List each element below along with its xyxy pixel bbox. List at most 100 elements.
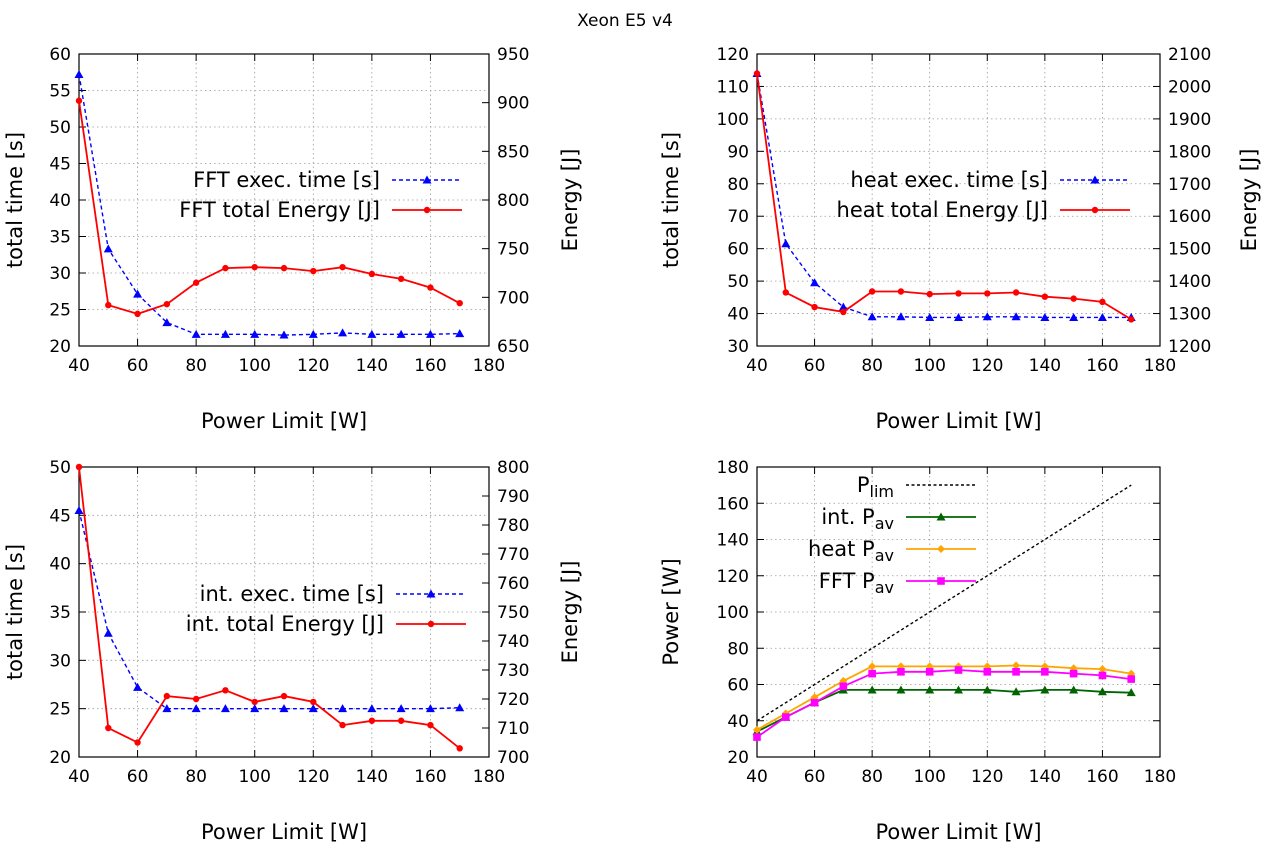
data-point: [838, 302, 848, 311]
series-line: [756, 73, 1132, 321]
data-point: [983, 668, 992, 676]
data-point: [925, 668, 934, 676]
data-point: [310, 698, 317, 706]
data-point: [867, 312, 877, 321]
data-point: [251, 698, 258, 706]
data-point: [367, 329, 377, 338]
series-4: [753, 666, 1136, 741]
data-point: [1097, 312, 1107, 321]
y-tick-label: 90: [727, 142, 749, 162]
legend-label: heat total Energy [J]: [837, 198, 1048, 222]
x-tick-label: 80: [861, 356, 883, 376]
data-point: [191, 329, 201, 338]
data-point: [396, 329, 406, 338]
x-tick-label: 60: [804, 767, 826, 787]
data-point: [955, 290, 962, 297]
data-point: [982, 312, 992, 321]
y2-tick-label: 1600: [1168, 207, 1211, 227]
y-tick-label: 25: [49, 301, 71, 321]
y-tick-label: 110: [717, 77, 749, 97]
x-tick-label: 40: [68, 356, 90, 376]
series-1: [756, 484, 1132, 722]
y2-axis-label: Energy [J]: [558, 561, 582, 664]
series-2: [753, 70, 1135, 323]
y2-axis-label: Energy [J]: [558, 149, 582, 252]
data-point: [925, 312, 935, 321]
x-tick-label: 60: [127, 767, 149, 787]
data-point: [338, 328, 348, 337]
data-point: [192, 695, 200, 703]
legend-label: FFT total Energy [J]: [179, 198, 380, 222]
x-tick-label: 40: [68, 767, 90, 787]
y-tick-label: 80: [727, 175, 749, 195]
x-tick-label: 140: [1029, 767, 1061, 787]
data-point: [1098, 671, 1107, 680]
y-tick-label: 140: [717, 531, 749, 551]
x-tick-label: 160: [414, 356, 446, 376]
series-line: [78, 100, 461, 315]
x-tick-label: 40: [746, 356, 768, 376]
x-tick-label: 180: [1144, 767, 1176, 787]
y2-tick-label: 770: [497, 545, 529, 565]
data-point: [192, 279, 200, 286]
series-line: [756, 484, 1132, 722]
y2-tick-label: 720: [497, 690, 529, 710]
series-1: [74, 506, 465, 713]
data-point: [954, 666, 963, 674]
y-tick-label: 80: [727, 639, 749, 659]
series-1: [74, 69, 465, 339]
y-tick-label: 40: [727, 712, 749, 732]
data-point: [103, 244, 113, 253]
x-tick-label: 80: [185, 767, 207, 787]
data-point: [397, 275, 405, 283]
x-tick-label: 180: [473, 767, 505, 787]
data-point: [1041, 293, 1049, 300]
data-point: [925, 685, 935, 694]
legend-label: Plim: [857, 473, 894, 501]
x-tick-label: 100: [913, 767, 945, 787]
y2-tick-label: 800: [497, 191, 529, 211]
data-point: [781, 239, 791, 248]
x-tick-label: 120: [297, 767, 329, 787]
data-point: [782, 289, 789, 296]
x-tick-label: 120: [971, 356, 1003, 376]
legend-marker: [936, 512, 946, 521]
x-tick-label: 180: [1144, 356, 1176, 376]
x-tick-label: 160: [414, 767, 446, 787]
data-point: [220, 704, 230, 713]
y-tick-label: 120: [717, 567, 749, 587]
y-tick-label: 20: [49, 337, 71, 357]
data-point: [368, 270, 376, 278]
y-tick-label: 40: [727, 305, 749, 325]
y-tick-label: 60: [727, 676, 749, 696]
data-point: [926, 290, 933, 298]
data-point: [753, 70, 761, 77]
y-tick-label: 30: [49, 264, 71, 284]
data-point: [1011, 312, 1021, 321]
x-tick-label: 60: [127, 356, 149, 376]
data-point: [810, 278, 820, 287]
y2-tick-label: 950: [497, 45, 529, 65]
y2-tick-label: 1900: [1168, 110, 1211, 130]
x-tick-label: 80: [185, 356, 207, 376]
series-2: [752, 685, 1136, 736]
legend-label: heat Pav: [808, 537, 894, 565]
legend-marker: [423, 206, 431, 214]
y-tick-label: 20: [49, 748, 71, 768]
data-point: [162, 704, 172, 713]
data-point: [868, 669, 876, 678]
series-line: [756, 73, 1132, 319]
y-tick-label: 45: [49, 155, 71, 175]
data-point: [427, 284, 434, 291]
data-point: [134, 310, 141, 318]
data-point: [897, 668, 905, 676]
legend-marker: [427, 620, 435, 628]
data-point: [982, 685, 992, 694]
series-2: [75, 97, 463, 318]
data-point: [455, 329, 465, 338]
x-tick-label: 100: [238, 767, 270, 787]
y-tick-label: 30: [49, 651, 71, 671]
x-axis-label: Power Limit [W]: [201, 820, 367, 844]
x-tick-label: 140: [1029, 356, 1061, 376]
